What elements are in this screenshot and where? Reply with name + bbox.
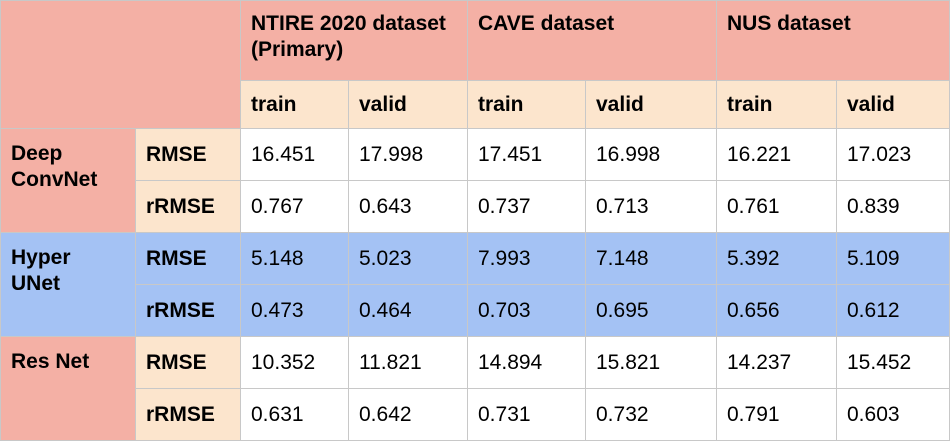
metric-label: RMSE [135, 336, 241, 389]
dataset-header-nus: NUS dataset [715, 0, 950, 81]
corner-cell [0, 0, 241, 129]
value-cell: 0.631 [240, 388, 349, 441]
value-cell: 0.731 [467, 388, 586, 441]
value-cell: 11.821 [348, 336, 468, 389]
split-header: train [716, 80, 837, 129]
table-row: Deep ConvNet RMSE 16.451 17.998 17.451 1… [0, 128, 950, 233]
metric-label: RMSE [135, 232, 241, 285]
value-cell: 0.737 [467, 180, 586, 233]
value-cell: 15.821 [585, 336, 717, 389]
split-header: train [240, 80, 349, 129]
dataset-header-ntire: NTIRE 2020 dataset (Primary) [240, 0, 468, 81]
value-cell: 0.713 [585, 180, 717, 233]
value-cell: 0.464 [348, 284, 468, 337]
value-cell: 0.839 [835, 180, 950, 233]
value-cell: 14.237 [716, 336, 837, 389]
value-cell: 0.643 [348, 180, 468, 233]
value-cell: 5.392 [716, 232, 837, 285]
split-header: valid [585, 80, 717, 129]
table-row: rRMSE 0.767 0.643 0.737 0.713 0.761 0.83… [1, 180, 950, 233]
value-cell: 0.695 [585, 284, 717, 337]
metric-label: RMSE [135, 128, 241, 181]
model-name: Hyper UNet [0, 232, 136, 337]
dataset-header-cave: CAVE dataset [467, 0, 717, 81]
value-cell: 7.993 [467, 232, 586, 285]
split-header: valid [835, 80, 950, 129]
value-cell: 17.451 [467, 128, 586, 181]
metric-label: rRMSE [135, 388, 241, 441]
table-row: rRMSE 0.473 0.464 0.703 0.695 0.656 0.61… [1, 284, 950, 337]
value-cell: 16.451 [240, 128, 349, 181]
value-cell: 5.148 [240, 232, 349, 285]
value-cell: 0.642 [348, 388, 468, 441]
value-cell: 16.221 [716, 128, 837, 181]
table-row: rRMSE 0.631 0.642 0.731 0.732 0.791 0.60… [1, 388, 950, 441]
value-cell: 0.767 [240, 180, 349, 233]
value-cell: 0.473 [240, 284, 349, 337]
metric-label: rRMSE [135, 284, 241, 337]
table-row: Res Net RMSE 10.352 11.821 14.894 15.821… [0, 336, 950, 441]
value-cell: 0.703 [467, 284, 586, 337]
value-cell: 15.452 [835, 336, 950, 389]
split-header-row: train valid train valid train valid [1, 80, 950, 129]
value-cell: 14.894 [467, 336, 586, 389]
value-cell: 0.603 [835, 388, 950, 441]
value-cell: 10.352 [240, 336, 349, 389]
value-cell: 0.732 [585, 388, 717, 441]
value-cell: 17.998 [348, 128, 468, 181]
model-name: Deep ConvNet [0, 128, 136, 233]
split-header: valid [348, 80, 468, 129]
table-row: Hyper UNet RMSE 5.148 5.023 7.993 7.148 … [0, 232, 950, 337]
value-cell: 5.023 [348, 232, 468, 285]
value-cell: 0.656 [716, 284, 837, 337]
value-cell: 7.148 [585, 232, 717, 285]
value-cell: 5.109 [835, 232, 950, 285]
value-cell: 16.998 [585, 128, 717, 181]
metric-label: rRMSE [135, 180, 241, 233]
value-cell: 0.612 [835, 284, 950, 337]
dataset-header-row: NTIRE 2020 dataset (Primary) CAVE datase… [0, 0, 950, 129]
value-cell: 0.761 [716, 180, 837, 233]
split-header: train [467, 80, 586, 129]
model-name: Res Net [0, 336, 136, 441]
value-cell: 0.791 [716, 388, 837, 441]
value-cell: 17.023 [835, 128, 950, 181]
